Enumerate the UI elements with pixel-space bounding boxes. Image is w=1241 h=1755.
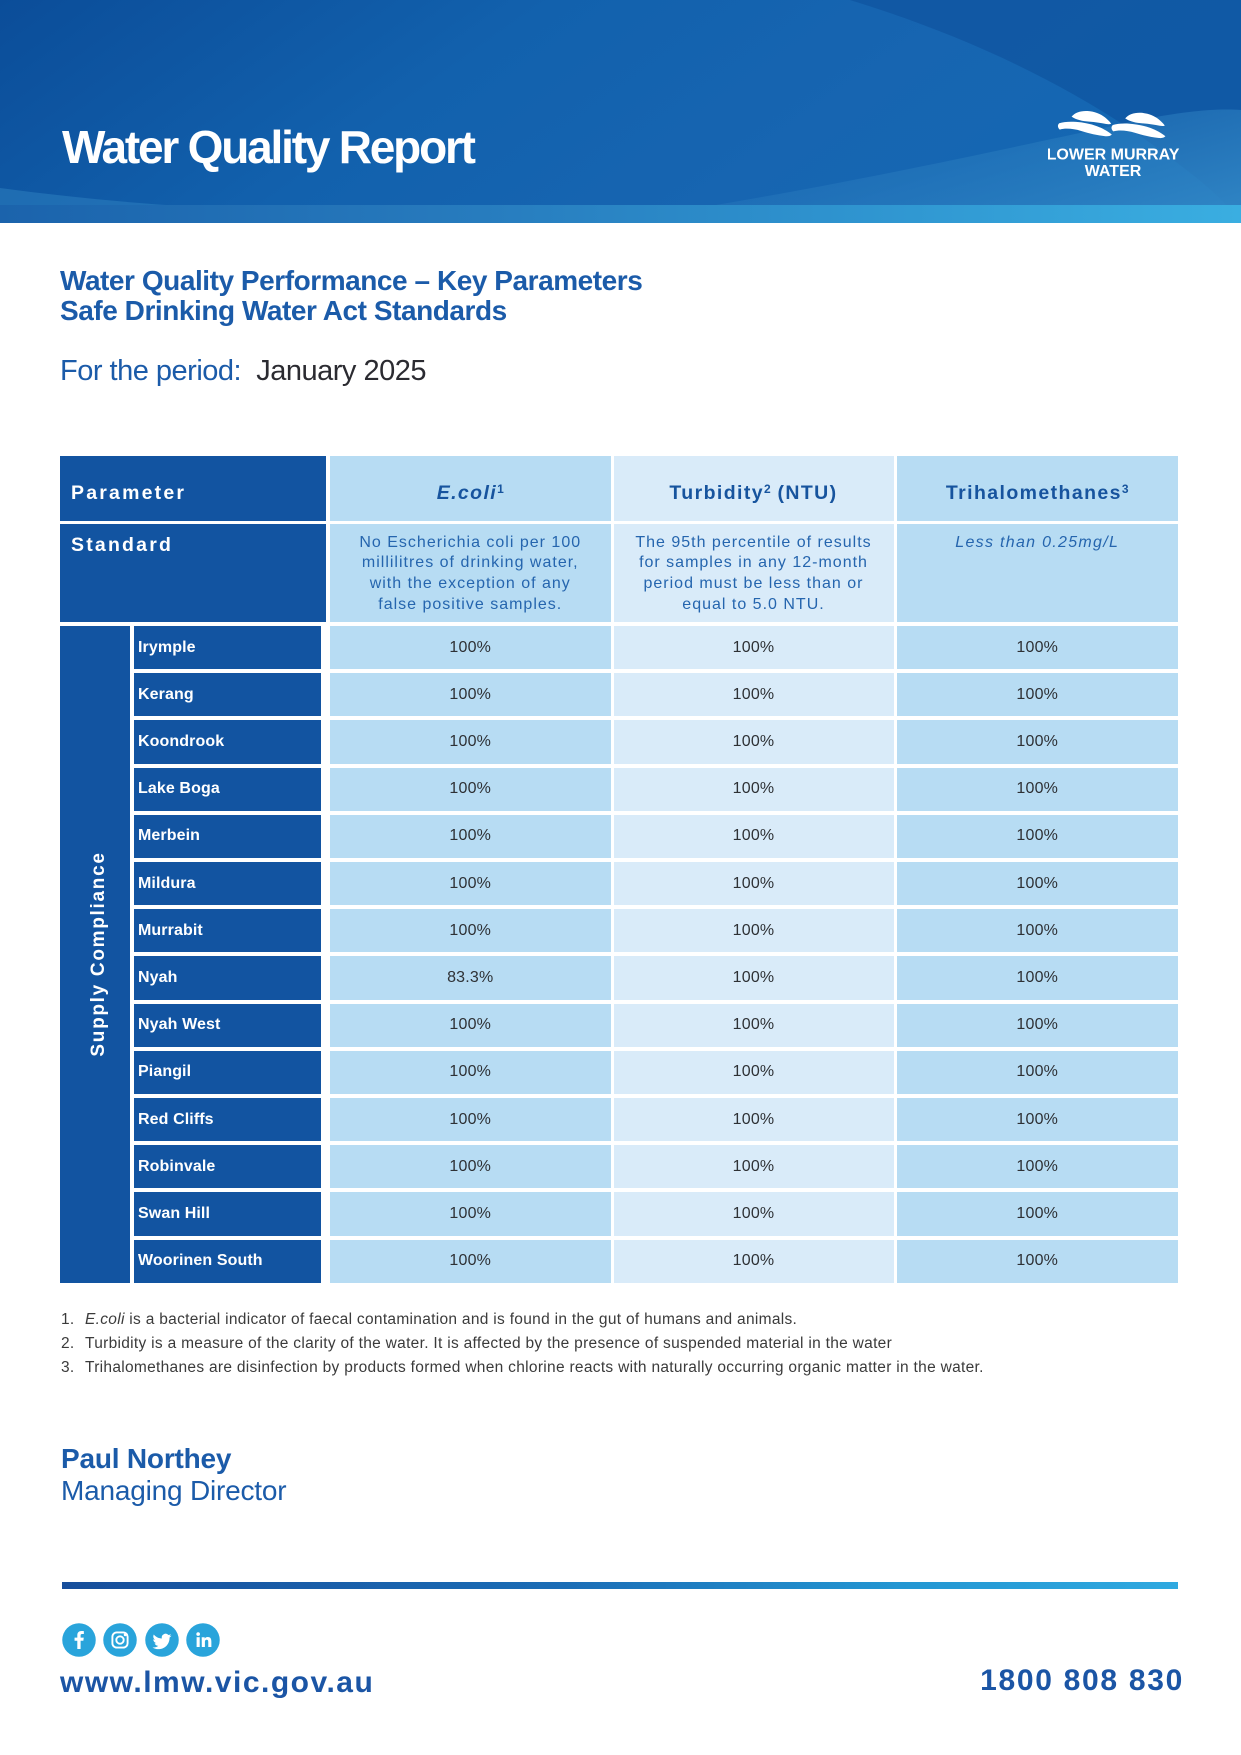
svg-text:LOWER MURRAY: LOWER MURRAY — [1048, 146, 1180, 163]
svg-text:WATER: WATER — [1085, 163, 1142, 180]
